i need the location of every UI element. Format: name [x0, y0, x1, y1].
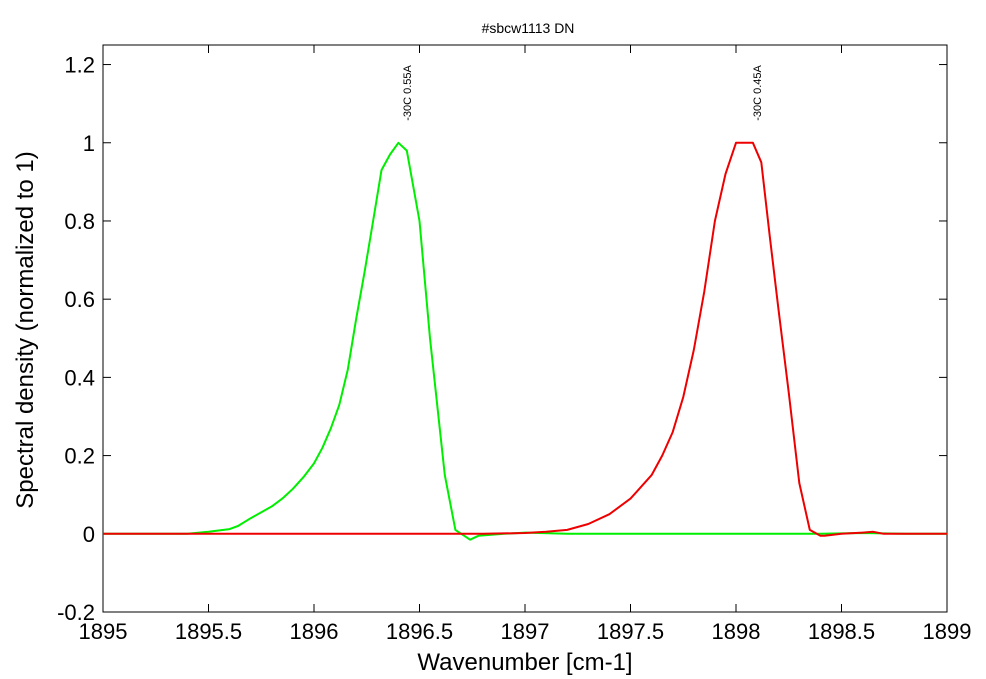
- series-line-2: [103, 141, 947, 537]
- peak-annotation: -30C 0.45A: [752, 64, 764, 120]
- plot-frame: [102, 44, 948, 613]
- peak-annotation: -30C 0.55A: [402, 64, 414, 120]
- x-tick-label: 1898.5: [808, 619, 875, 644]
- series-lines: [103, 141, 947, 541]
- peak-annotations: -30C 0.55A -30C 0.45A: [402, 64, 764, 120]
- x-axis-label: Wavenumber [cm-1]: [417, 649, 632, 676]
- y-tick-label: 0.2: [64, 444, 95, 469]
- x-tick-label: 1899: [923, 619, 972, 644]
- series-line-1: [103, 141, 947, 541]
- y-tick-label: -0.2: [57, 600, 95, 625]
- y-tick-label: 0.6: [64, 287, 95, 312]
- x-tick-label: 1896: [290, 619, 339, 644]
- y-tick-label: 0.4: [64, 365, 95, 390]
- chart-title: #sbcw1113 DN: [482, 20, 575, 36]
- y-axis-label: Spectral density (normalized to 1): [12, 151, 39, 509]
- x-tick-label: 1895: [79, 619, 128, 644]
- x-tick-label: 1898: [712, 619, 761, 644]
- x-tick-label: 1897: [501, 619, 550, 644]
- y-tick-label: 1: [83, 131, 95, 156]
- y-tick-label: 0: [83, 522, 95, 547]
- x-tick-label: 1897.5: [597, 619, 664, 644]
- x-tick-label: 1895.5: [175, 619, 242, 644]
- x-tick-label: 1896.5: [386, 619, 453, 644]
- x-axis-ticks: 1895 1895.5 1896 1896.5 1897 1897.5 1898 1898.5…: [79, 45, 972, 644]
- y-tick-label: 1.2: [64, 53, 95, 78]
- y-tick-label: 0.8: [64, 209, 95, 234]
- y-axis-ticks: -0.2 0 0.2 0.4 0.6 0.8 1 1.2: [57, 53, 947, 625]
